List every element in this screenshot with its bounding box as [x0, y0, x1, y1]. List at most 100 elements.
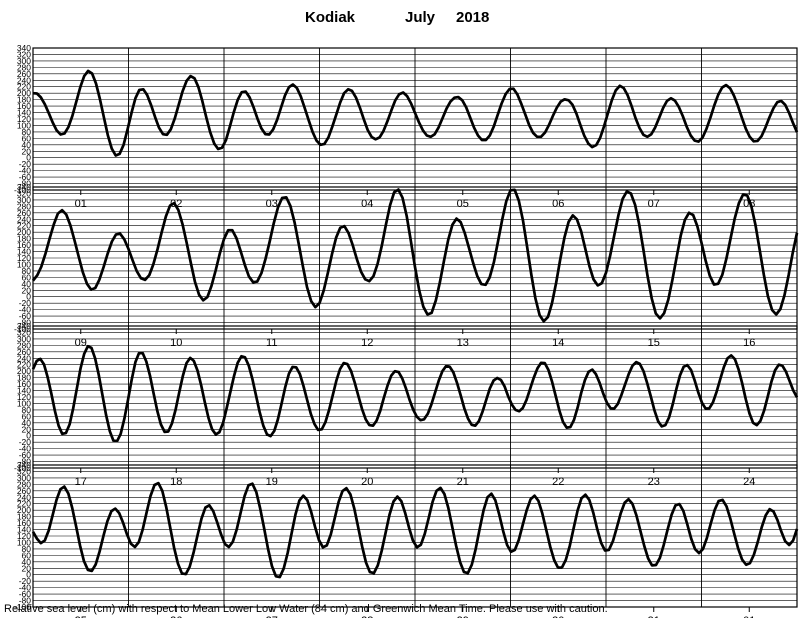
y-tick-label: 40 — [22, 279, 32, 289]
x-tick-label: 29 — [457, 615, 469, 618]
y-tick-label: 60 — [22, 133, 32, 143]
y-tick-label: 300 — [17, 473, 31, 483]
y-tick-label: 320 — [17, 49, 31, 59]
y-tick-label: 100 — [17, 398, 31, 408]
y-tick-label: 260 — [17, 486, 31, 496]
x-tick-label: 23 — [648, 476, 660, 488]
y-tick-label: 260 — [17, 208, 31, 218]
y-tick-label: -60 — [19, 450, 32, 460]
x-tick-label: 16 — [743, 337, 755, 349]
y-tick-label: 180 — [17, 512, 31, 522]
x-tick-label: 27 — [266, 615, 278, 618]
title-month: July — [405, 9, 436, 26]
y-tick-label: -80 — [19, 318, 32, 328]
y-tick-label: 40 — [22, 557, 32, 567]
y-tick-label: -100 — [14, 463, 31, 473]
y-tick-label: 100 — [17, 537, 31, 547]
x-tick-label: 05 — [457, 198, 469, 210]
y-tick-label: 240 — [17, 492, 31, 502]
y-tick-label: 260 — [17, 69, 31, 79]
x-tick-label: 09 — [75, 337, 87, 349]
y-tick-label: 140 — [17, 108, 31, 118]
y-tick-label: 60 — [22, 272, 32, 282]
y-tick-label: 320 — [17, 327, 31, 337]
y-tick-label: -20 — [19, 159, 32, 169]
chart-title: Kodiak July 2018 — [305, 9, 489, 26]
y-tick-label: 280 — [17, 62, 31, 72]
y-tick-label: 80 — [22, 127, 32, 137]
y-tick-label: 40 — [22, 140, 32, 150]
y-tick-label: 60 — [22, 411, 32, 421]
x-tick-label: 01 — [75, 198, 87, 210]
x-tick-label: 03 — [266, 198, 278, 210]
y-tick-label: 280 — [17, 340, 31, 350]
y-tick-label: 300 — [17, 56, 31, 66]
title-station: Kodiak — [305, 9, 356, 26]
tide-series-line — [31, 188, 799, 323]
y-tick-label: 140 — [17, 525, 31, 535]
x-tick-label: 06 — [552, 198, 564, 210]
panel-4: 3403203002802602402202001801601401201008… — [14, 460, 799, 618]
x-tick-label: 11 — [266, 337, 277, 349]
tide-series-line — [31, 481, 799, 579]
y-tick-label: 280 — [17, 201, 31, 211]
y-tick-label: -20 — [19, 437, 32, 447]
y-tick-label: 300 — [17, 334, 31, 344]
x-tick-label: 15 — [648, 337, 660, 349]
y-tick-label: 320 — [17, 188, 31, 198]
x-tick-label: 21 — [457, 476, 469, 488]
y-tick-label: 0 — [26, 153, 31, 163]
x-tick-label: 01 — [743, 615, 755, 618]
y-tick-label: 0 — [26, 570, 31, 580]
y-tick-label: -80 — [19, 179, 32, 189]
y-tick-label: -80 — [19, 457, 32, 467]
y-tick-label: 20 — [22, 285, 32, 295]
y-tick-label: 120 — [17, 392, 31, 402]
y-tick-label: 160 — [17, 518, 31, 528]
y-tick-label: 340 — [17, 321, 31, 331]
y-tick-label: 20 — [22, 563, 32, 573]
y-tick-label: -60 — [19, 589, 32, 599]
y-tick-label: 200 — [17, 505, 31, 515]
panel-1: 3403203002802602402202001801601401201008… — [14, 43, 799, 210]
y-tick-label: 80 — [22, 544, 32, 554]
x-tick-label: 30 — [552, 615, 564, 618]
y-tick-label: 160 — [17, 379, 31, 389]
y-tick-label: 340 — [17, 460, 31, 470]
y-tick-label: 240 — [17, 214, 31, 224]
y-tick-label: -40 — [19, 305, 32, 315]
y-tick-label: 200 — [17, 88, 31, 98]
y-tick-label: 200 — [17, 227, 31, 237]
y-tick-label: 240 — [17, 75, 31, 85]
x-tick-label: 24 — [743, 476, 755, 488]
y-tick-label: 140 — [17, 386, 31, 396]
panel-frame — [32, 464, 798, 608]
y-tick-label: 220 — [17, 221, 31, 231]
y-tick-label: 0 — [26, 292, 31, 302]
y-tick-label: 200 — [17, 366, 31, 376]
y-tick-label: 260 — [17, 347, 31, 357]
y-tick-label: 280 — [17, 479, 31, 489]
y-tick-label: 120 — [17, 253, 31, 263]
y-tick-label: -100 — [14, 185, 31, 195]
x-tick-label: 26 — [170, 615, 182, 618]
y-tick-label: 120 — [17, 114, 31, 124]
y-tick-label: 160 — [17, 101, 31, 111]
y-tick-label: 300 — [17, 195, 31, 205]
y-tick-label: 220 — [17, 360, 31, 370]
y-tick-label: -60 — [19, 172, 32, 182]
panels: 3403203002802602402202001801601401201008… — [14, 43, 799, 618]
y-tick-label: -20 — [19, 576, 32, 586]
y-tick-label: -20 — [19, 298, 32, 308]
y-tick-label: -60 — [19, 311, 32, 321]
x-tick-label: 19 — [266, 476, 278, 488]
y-tick-label: 320 — [17, 466, 31, 476]
y-tick-label: 40 — [22, 418, 32, 428]
title-year: 2018 — [456, 9, 489, 26]
y-tick-label: -40 — [19, 166, 32, 176]
y-tick-label: 240 — [17, 353, 31, 363]
y-tick-label: 80 — [22, 266, 32, 276]
panel-3: 3403203002802602402202001801601401201008… — [14, 321, 799, 488]
y-tick-label: 340 — [17, 43, 31, 53]
